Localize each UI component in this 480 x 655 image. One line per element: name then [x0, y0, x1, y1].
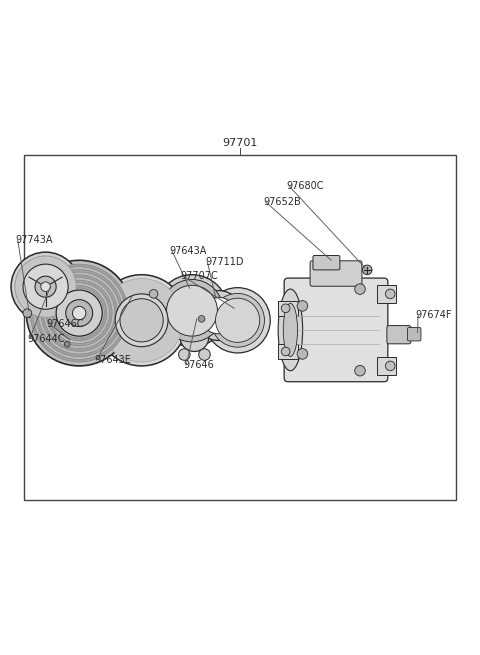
Circle shape	[385, 289, 395, 299]
Circle shape	[355, 284, 365, 294]
Bar	[278, 345, 298, 359]
Circle shape	[41, 275, 118, 351]
Circle shape	[23, 264, 68, 309]
Circle shape	[297, 301, 308, 311]
Circle shape	[51, 286, 107, 341]
Circle shape	[216, 298, 260, 343]
FancyBboxPatch shape	[310, 261, 362, 286]
Circle shape	[297, 348, 308, 359]
Circle shape	[281, 304, 290, 312]
Circle shape	[41, 282, 50, 291]
Bar	[377, 357, 396, 375]
Circle shape	[385, 361, 395, 371]
Circle shape	[355, 365, 365, 376]
Circle shape	[193, 291, 243, 341]
Circle shape	[64, 341, 70, 347]
Text: 97652B: 97652B	[263, 196, 301, 207]
Bar	[377, 286, 396, 303]
Circle shape	[66, 299, 93, 327]
Text: 97743A: 97743A	[15, 235, 53, 245]
Circle shape	[23, 309, 32, 318]
Ellipse shape	[283, 303, 298, 356]
Circle shape	[205, 288, 270, 353]
Circle shape	[26, 260, 132, 366]
Text: 97680C: 97680C	[287, 181, 324, 191]
Circle shape	[161, 280, 223, 342]
Text: 97643A: 97643A	[169, 246, 207, 255]
Text: 97707C: 97707C	[180, 271, 218, 280]
Circle shape	[115, 294, 168, 346]
Bar	[278, 301, 298, 316]
Ellipse shape	[278, 289, 302, 371]
Text: 97701: 97701	[222, 138, 258, 147]
Circle shape	[211, 293, 264, 347]
Circle shape	[100, 278, 183, 362]
Circle shape	[199, 349, 210, 360]
Circle shape	[281, 347, 290, 356]
Text: 97711D: 97711D	[205, 257, 243, 267]
Circle shape	[72, 307, 86, 320]
Circle shape	[54, 288, 104, 338]
Circle shape	[96, 274, 187, 366]
Text: 97644C: 97644C	[27, 333, 65, 343]
Circle shape	[11, 252, 80, 321]
Circle shape	[199, 314, 210, 326]
Circle shape	[362, 265, 372, 274]
Text: 97646: 97646	[184, 360, 215, 370]
Circle shape	[149, 290, 158, 298]
FancyBboxPatch shape	[284, 278, 388, 382]
FancyBboxPatch shape	[313, 255, 340, 270]
Circle shape	[30, 264, 128, 362]
Bar	[24, 155, 456, 500]
Text: 97674F: 97674F	[416, 310, 452, 320]
Circle shape	[200, 297, 237, 334]
Circle shape	[179, 314, 190, 326]
FancyBboxPatch shape	[387, 326, 411, 344]
Text: 97646C: 97646C	[47, 319, 84, 329]
Circle shape	[56, 290, 102, 336]
Circle shape	[15, 256, 76, 318]
Circle shape	[180, 323, 209, 352]
FancyBboxPatch shape	[408, 328, 421, 341]
Circle shape	[36, 269, 123, 357]
Circle shape	[46, 280, 112, 346]
Circle shape	[44, 278, 115, 348]
Circle shape	[179, 349, 190, 360]
Circle shape	[49, 283, 109, 343]
Circle shape	[156, 274, 228, 346]
Circle shape	[38, 272, 120, 354]
Text: 97643E: 97643E	[94, 355, 131, 365]
Circle shape	[33, 267, 125, 360]
Circle shape	[120, 299, 163, 342]
Circle shape	[198, 316, 205, 322]
Circle shape	[35, 276, 56, 297]
Circle shape	[167, 286, 217, 336]
